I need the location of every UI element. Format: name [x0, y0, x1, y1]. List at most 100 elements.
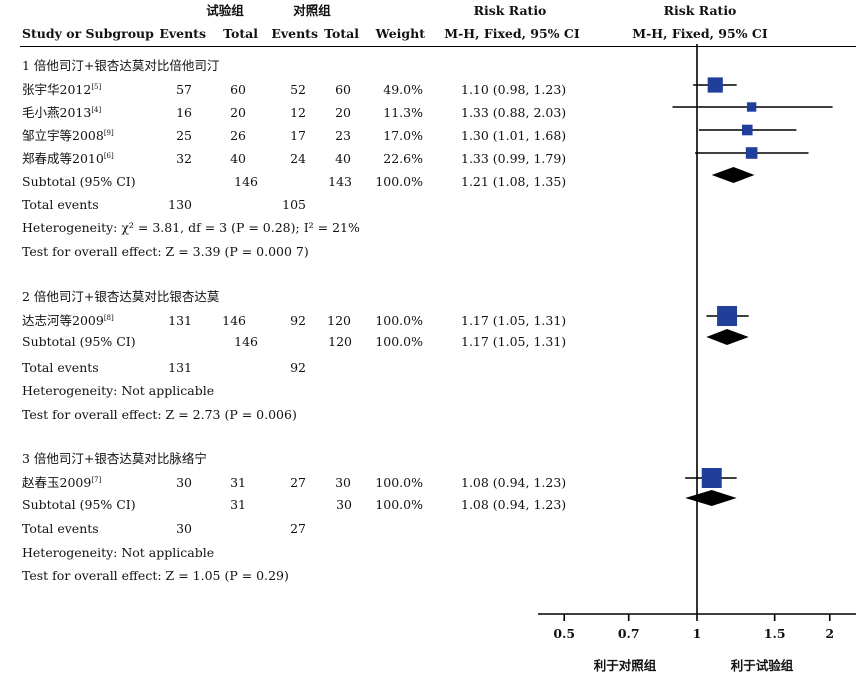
- pooled-diamond: [706, 329, 749, 345]
- subtotal-ci: 1.08 (0.94, 1.23): [461, 497, 567, 512]
- risk-ratio-ci: 1.08 (0.94, 1.23): [461, 475, 567, 490]
- exp-events: 16: [176, 105, 192, 120]
- ctl-events: 24: [290, 151, 306, 166]
- weight: 49.0%: [383, 82, 423, 97]
- subgroup-title: 2 倍他司汀+银杏达莫对比银杏达莫: [22, 289, 220, 304]
- ctl-events: 27: [290, 475, 306, 490]
- subtotal-weight: 100.0%: [375, 334, 423, 349]
- total-events-exp: 130: [168, 197, 192, 212]
- total-events-exp: 131: [168, 360, 192, 375]
- total-events-label: Total events: [22, 521, 99, 536]
- weight: 17.0%: [383, 128, 423, 143]
- subtotal-ctl-total: 143: [328, 174, 352, 189]
- exp-events: 30: [176, 475, 192, 490]
- col-ctl-total: Total: [324, 26, 359, 41]
- weight: 100.0%: [375, 475, 423, 490]
- exp-events: 57: [176, 82, 192, 97]
- effect-square: [717, 306, 738, 326]
- weight: 100.0%: [375, 313, 423, 328]
- study-name: 达志河等2009[8]: [22, 313, 114, 328]
- ctl-events: 92: [290, 313, 306, 328]
- ctl-total: 23: [335, 128, 351, 143]
- total-events-exp: 30: [176, 521, 192, 536]
- pooled-diamond: [711, 167, 755, 183]
- subtotal-ci: 1.17 (1.05, 1.31): [461, 334, 567, 349]
- ctl-group-header: 对照组: [293, 3, 331, 18]
- x-tick-label: 0.5: [553, 626, 575, 641]
- ctl-events: 17: [290, 128, 306, 143]
- subtotal-ctl-total: 30: [336, 497, 352, 512]
- risk-ratio-ci: 1.10 (0.98, 1.23): [461, 82, 567, 97]
- total-events-label: Total events: [22, 360, 99, 375]
- risk-ratio-title-right: Risk Ratio: [663, 3, 737, 18]
- ctl-total: 60: [335, 82, 351, 97]
- exp-events: 131: [168, 313, 192, 328]
- heterogeneity: Heterogeneity: Not applicable: [22, 383, 215, 398]
- favours-experimental-label: 利于试验组: [731, 658, 794, 673]
- exp-total: 26: [230, 128, 246, 143]
- subtotal-weight: 100.0%: [375, 497, 423, 512]
- heterogeneity: Heterogeneity: χ² = 3.81, df = 3 (P = 0.…: [22, 220, 360, 235]
- subtotal-exp-total: 31: [230, 497, 246, 512]
- subtotal-label: Subtotal (95% CI): [22, 174, 136, 189]
- subtotal-label: Subtotal (95% CI): [22, 334, 136, 349]
- total-events-ctl: 27: [290, 521, 306, 536]
- exp-group-header: 试验组: [206, 3, 244, 18]
- exp-total: 31: [230, 475, 246, 490]
- effect-square: [746, 102, 757, 112]
- ctl-total: 120: [327, 313, 351, 328]
- study-name: 邹立宇等2008[9]: [22, 128, 114, 143]
- col-exp-total: Total: [223, 26, 258, 41]
- col-weight: Weight: [375, 26, 425, 41]
- col-method-left: M-H, Fixed, 95% CI: [444, 26, 580, 41]
- total-events-label: Total events: [22, 197, 99, 212]
- subtotal-exp-total: 146: [234, 334, 258, 349]
- exp-total: 20: [230, 105, 246, 120]
- exp-total: 60: [230, 82, 246, 97]
- subtotal-weight: 100.0%: [375, 174, 423, 189]
- effect-square: [701, 468, 722, 488]
- subgroup-title: 1 倍他司汀+银杏达莫对比倍他司汀: [22, 58, 220, 73]
- exp-events: 25: [176, 128, 192, 143]
- subtotal-ctl-total: 120: [328, 334, 352, 349]
- total-events-ctl: 105: [282, 197, 306, 212]
- heterogeneity: Heterogeneity: Not applicable: [22, 545, 215, 560]
- exp-total: 146: [222, 313, 246, 328]
- risk-ratio-title-left: Risk Ratio: [473, 3, 547, 18]
- study-name: 郑春成等2010[6]: [22, 151, 114, 166]
- x-tick-label: 2: [825, 626, 834, 641]
- overall-effect: Test for overall effect: Z = 1.05 (P = 0…: [22, 568, 289, 583]
- subtotal-ci: 1.21 (1.08, 1.35): [461, 174, 567, 189]
- x-tick-label: 0.7: [618, 626, 640, 641]
- study-name: 毛小燕2013[4]: [22, 105, 102, 120]
- subtotal-label: Subtotal (95% CI): [22, 497, 136, 512]
- overall-effect: Test for overall effect: Z = 2.73 (P = 0…: [22, 407, 297, 422]
- subtotal-exp-total: 146: [234, 174, 258, 189]
- effect-square: [707, 77, 723, 93]
- study-name: 张宇华2012[5]: [22, 82, 102, 97]
- effect-square: [741, 124, 753, 136]
- study-name: 赵春玉2009[7]: [22, 475, 102, 490]
- col-method-right: M-H, Fixed, 95% CI: [632, 26, 768, 41]
- ctl-total: 30: [335, 475, 351, 490]
- risk-ratio-ci: 1.17 (1.05, 1.31): [461, 313, 567, 328]
- ctl-total: 20: [335, 105, 351, 120]
- exp-events: 32: [176, 151, 192, 166]
- weight: 22.6%: [383, 151, 423, 166]
- col-study: Study or Subgroup: [22, 26, 154, 41]
- header-rule: [20, 46, 856, 47]
- subgroup-title: 3 倍他司汀+银杏达莫对比脉络宁: [22, 451, 207, 466]
- effect-square: [745, 147, 758, 159]
- overall-effect: Test for overall effect: Z = 3.39 (P = 0…: [22, 244, 309, 259]
- x-tick-label: 1.5: [764, 626, 786, 641]
- exp-total: 40: [230, 151, 246, 166]
- risk-ratio-ci: 1.30 (1.01, 1.68): [461, 128, 567, 143]
- risk-ratio-ci: 1.33 (0.88, 2.03): [461, 105, 567, 120]
- col-exp-events: Events: [159, 26, 206, 41]
- weight: 11.3%: [383, 105, 423, 120]
- total-events-ctl: 92: [290, 360, 306, 375]
- col-ctl-events: Events: [271, 26, 318, 41]
- ctl-events: 52: [290, 82, 306, 97]
- risk-ratio-ci: 1.33 (0.99, 1.79): [461, 151, 567, 166]
